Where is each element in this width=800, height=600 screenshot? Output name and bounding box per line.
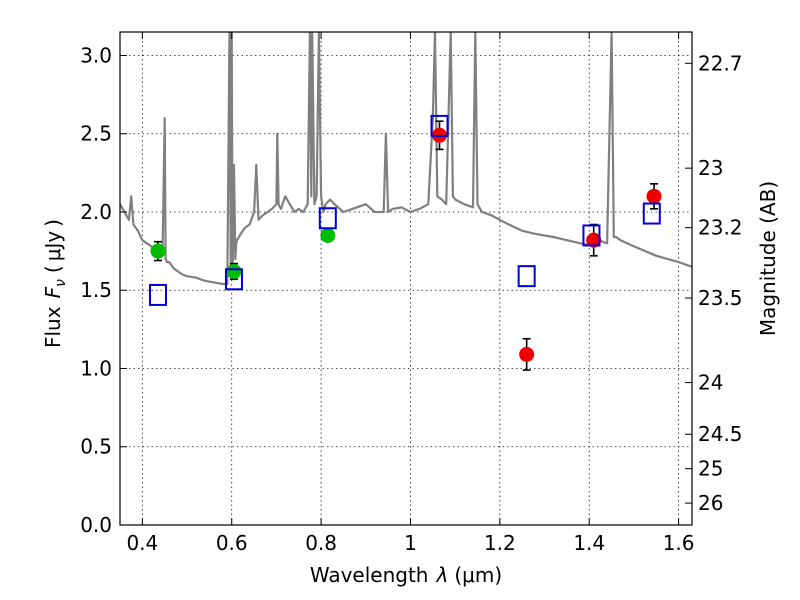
y2-tick-label: 24.5 xyxy=(698,422,743,446)
y2-tick-label: 23.2 xyxy=(698,216,743,240)
observed-point xyxy=(519,346,535,362)
x-tick-label: 0.4 xyxy=(126,531,158,555)
y2-tick-label: 26 xyxy=(698,491,723,515)
model-spectrum xyxy=(120,32,692,286)
model-photometry-square xyxy=(318,207,337,230)
observed-point xyxy=(586,232,602,248)
observed-point xyxy=(226,263,242,279)
model-photometry-square xyxy=(148,283,167,306)
y-tick-label: 3.0 xyxy=(80,43,112,67)
y2-tick-label: 24 xyxy=(698,371,723,395)
y-tick-label: 0.5 xyxy=(80,435,112,459)
y2-tick-label: 22.7 xyxy=(698,51,743,75)
x-tick-label: 1.6 xyxy=(663,531,695,555)
spectrum-line xyxy=(120,32,692,286)
x-axis-label: Wavelength λ (μm) xyxy=(310,563,502,587)
y-tick-label: 1.5 xyxy=(80,278,112,302)
grid xyxy=(120,32,692,526)
observed-point xyxy=(320,227,336,243)
x-tick-label: 1.4 xyxy=(573,531,605,555)
observed-point xyxy=(646,188,662,204)
model-photometry-square xyxy=(430,114,449,137)
plot-frame xyxy=(119,31,693,526)
y2-tick-label: 25 xyxy=(698,457,723,481)
model-photometry-square xyxy=(582,224,601,247)
x-tick-label: 1 xyxy=(404,531,417,555)
x-tick-label: 0.6 xyxy=(216,531,248,555)
axis-ticks: 0.4 0.6 0.8 1 1.2 1.4 1.6 0.0 0.5 1.0 1.5 2.0 2.5 3.0… xyxy=(80,32,743,555)
model-photometry-square xyxy=(224,268,243,291)
y2-axis-label: Magnitude (AB) xyxy=(756,181,780,336)
y-tick-label: 2.0 xyxy=(80,200,112,224)
x-tick-label: 1.2 xyxy=(484,531,516,555)
y-axis-label: FluxFν(μJy) xyxy=(41,219,69,348)
model-photometry-square xyxy=(517,265,536,288)
observed-point xyxy=(150,243,166,259)
model-photometry-square xyxy=(642,202,661,225)
y-tick-label: 2.5 xyxy=(80,122,112,146)
y2-tick-label: 23 xyxy=(698,156,723,180)
data-points xyxy=(148,114,662,371)
y-tick-label: 1.0 xyxy=(80,356,112,380)
y-tick-label: 0.0 xyxy=(80,513,112,537)
x-tick-label: 0.8 xyxy=(305,531,337,555)
y2-tick-label: 23.5 xyxy=(698,286,743,310)
